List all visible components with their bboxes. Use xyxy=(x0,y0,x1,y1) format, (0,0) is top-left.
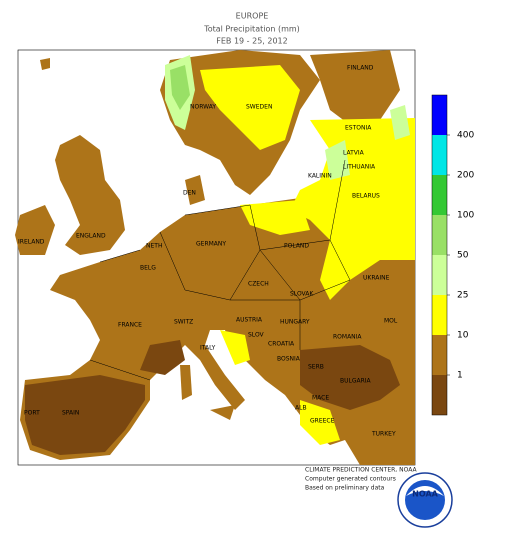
country-label: GERMANY xyxy=(196,241,226,248)
land xyxy=(310,50,400,125)
country-label: UKRAINE xyxy=(363,275,390,282)
credit-line: Computer generated contours xyxy=(305,476,396,483)
country-border xyxy=(89,159,351,381)
legend-tick-label: 10 xyxy=(457,331,469,341)
country-label: BELG xyxy=(140,265,156,272)
noaa-logo: NOAA xyxy=(397,472,453,528)
country-label: TURKEY xyxy=(371,431,396,438)
map-title: EUROPE xyxy=(236,12,269,21)
country-label: HUNGARY xyxy=(280,319,310,326)
map-dates: FEB 19 - 25, 2012 xyxy=(216,37,287,46)
country-label: IRELAND xyxy=(18,239,45,246)
wet-area xyxy=(390,105,410,140)
country-label: FRANCE xyxy=(118,322,142,329)
land xyxy=(185,175,205,205)
dry-area xyxy=(25,375,145,455)
legend-swatch xyxy=(432,95,447,135)
country-label: BELARUS xyxy=(352,193,380,200)
dry-area xyxy=(300,345,400,410)
wet-area xyxy=(325,140,350,180)
country-label: KALININ xyxy=(308,173,332,180)
map: FINLAND NORWAY SWEDEN ESTONIA LATVIA LIT… xyxy=(15,49,416,466)
country-label: SERB xyxy=(308,364,324,371)
legend-swatch xyxy=(432,135,447,175)
country-label: BOSNIA xyxy=(277,356,301,363)
credit-line: Based on preliminary data xyxy=(305,485,385,492)
legend-swatch xyxy=(432,215,447,255)
country-label: ESTONIA xyxy=(345,125,372,132)
country-label: NORWAY xyxy=(190,104,216,111)
wet-area xyxy=(240,200,310,235)
country-label: ALB xyxy=(295,405,307,412)
country-label: ROMANIA xyxy=(333,334,362,341)
legend-swatch xyxy=(432,175,447,215)
legend: 1 10 25 50 100 200 400 xyxy=(431,94,474,416)
land xyxy=(40,58,50,70)
country-label: CROATIA xyxy=(268,341,295,348)
country-label: BULGARIA xyxy=(340,378,372,385)
logo-gull xyxy=(406,486,444,496)
country-label: NETH xyxy=(146,243,162,250)
country-label: POLAND xyxy=(284,243,309,250)
land xyxy=(180,365,192,400)
legend-tick-label: 1 xyxy=(457,371,463,381)
dry-area xyxy=(140,340,185,375)
country-label: LATVIA xyxy=(343,150,365,157)
country-label: PORT xyxy=(24,410,40,417)
legend-tick-label: 100 xyxy=(457,211,474,221)
country-label: MACE xyxy=(312,395,329,402)
legend-swatch xyxy=(432,295,447,335)
country-label: AUSTRIA xyxy=(236,317,263,324)
legend-tick-label: 50 xyxy=(457,251,469,261)
map-subtitle: Total Precipitation (mm) xyxy=(203,25,300,34)
land xyxy=(55,135,125,255)
credit-line: CLIMATE PREDICTION CENTER, NOAA xyxy=(305,467,417,474)
country-label: ITALY xyxy=(200,345,216,352)
country-label: ENGLAND xyxy=(76,233,106,240)
wet-area xyxy=(220,330,250,365)
logo-text: NOAA xyxy=(412,490,438,499)
country-label: SLOVAK xyxy=(290,291,314,298)
legend-tick-label: 200 xyxy=(457,171,474,181)
country-label: FINLAND xyxy=(347,65,374,72)
legend-swatch xyxy=(432,375,447,415)
country-label: SPAIN xyxy=(62,410,79,417)
wet-area xyxy=(300,400,340,445)
legend-swatch xyxy=(432,335,447,375)
country-label: SWITZ xyxy=(174,319,193,326)
legend-swatch xyxy=(432,255,447,295)
country-label: MOL xyxy=(384,318,398,325)
country-label: SWEDEN xyxy=(246,104,272,111)
legend-tick-label: 25 xyxy=(457,291,468,301)
country-label: LITHUANIA xyxy=(343,164,376,171)
land xyxy=(210,405,235,420)
country-label: CZECH xyxy=(248,281,269,288)
wet-area xyxy=(290,118,415,300)
land xyxy=(15,205,55,255)
country-label: SLOV xyxy=(248,332,265,339)
country-label: DEN xyxy=(183,190,196,197)
legend-tick-label: 400 xyxy=(457,131,474,141)
wet-area xyxy=(170,65,190,110)
wet-area xyxy=(200,65,300,150)
country-label: GREECE xyxy=(310,418,335,425)
